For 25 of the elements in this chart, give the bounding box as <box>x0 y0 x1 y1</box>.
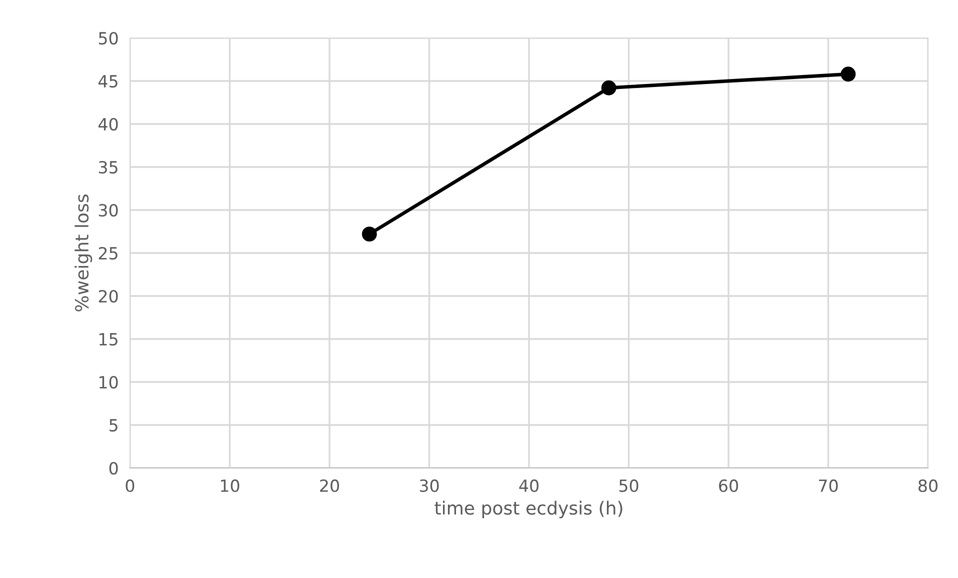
x-tick-label: 40 <box>519 479 538 492</box>
y-tick-label: 20 <box>98 290 118 303</box>
x-tick-label: 70 <box>819 479 838 492</box>
y-tick-label: 40 <box>98 118 118 131</box>
x-tick-label: 80 <box>918 479 938 492</box>
y-tick-label: 10 <box>100 376 118 389</box>
x-tick-label: 10 <box>220 479 240 492</box>
x-tick-label: 30 <box>420 479 439 492</box>
x-axis-title: time post ecdysis (h) <box>434 500 622 518</box>
y-tick-label: 45 <box>98 75 118 88</box>
x-tick-label: 60 <box>719 479 738 492</box>
y-tick-label: 50 <box>98 32 118 45</box>
point <box>601 80 616 96</box>
x-tick-label: 50 <box>619 479 638 492</box>
x-tick-label: 0 <box>126 479 134 492</box>
y-tick-label: 5 <box>110 419 118 432</box>
y-tick-label: 0 <box>109 462 118 475</box>
y-tick-label: 15 <box>100 333 118 346</box>
y-tick-label: 35 <box>98 160 118 174</box>
y-tick-label: 30 <box>98 204 118 217</box>
point <box>840 66 856 82</box>
x-tick-label: 20 <box>320 479 339 492</box>
y-axis-title: %weight loss <box>74 194 92 312</box>
y-tick-label: 25 <box>98 246 118 260</box>
point <box>362 226 377 242</box>
